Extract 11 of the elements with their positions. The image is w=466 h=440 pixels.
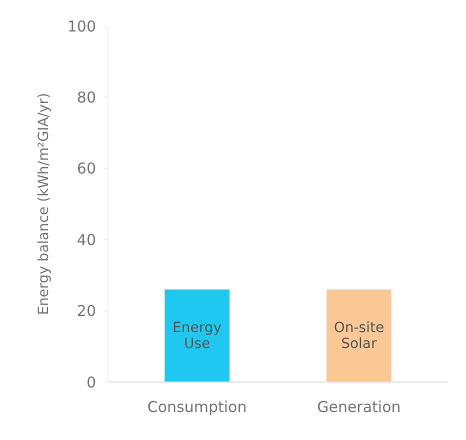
x-tick-label: Generation: [317, 398, 401, 416]
y-tick-label: 0: [86, 373, 96, 392]
y-tick-label: 40: [76, 230, 96, 249]
x-tick-label: Consumption: [147, 398, 247, 416]
y-tick-label: 60: [76, 160, 96, 178]
annotation: On-site Solar: [334, 320, 384, 352]
y-axis-title: Energy balance (kWh/m²GIA/yr): [36, 92, 52, 316]
y-tick-label: 100: [67, 17, 96, 36]
y-tick-label: 20: [76, 302, 96, 320]
annotation: Energy Use: [172, 320, 222, 352]
y-tick-label: 80: [76, 88, 96, 106]
